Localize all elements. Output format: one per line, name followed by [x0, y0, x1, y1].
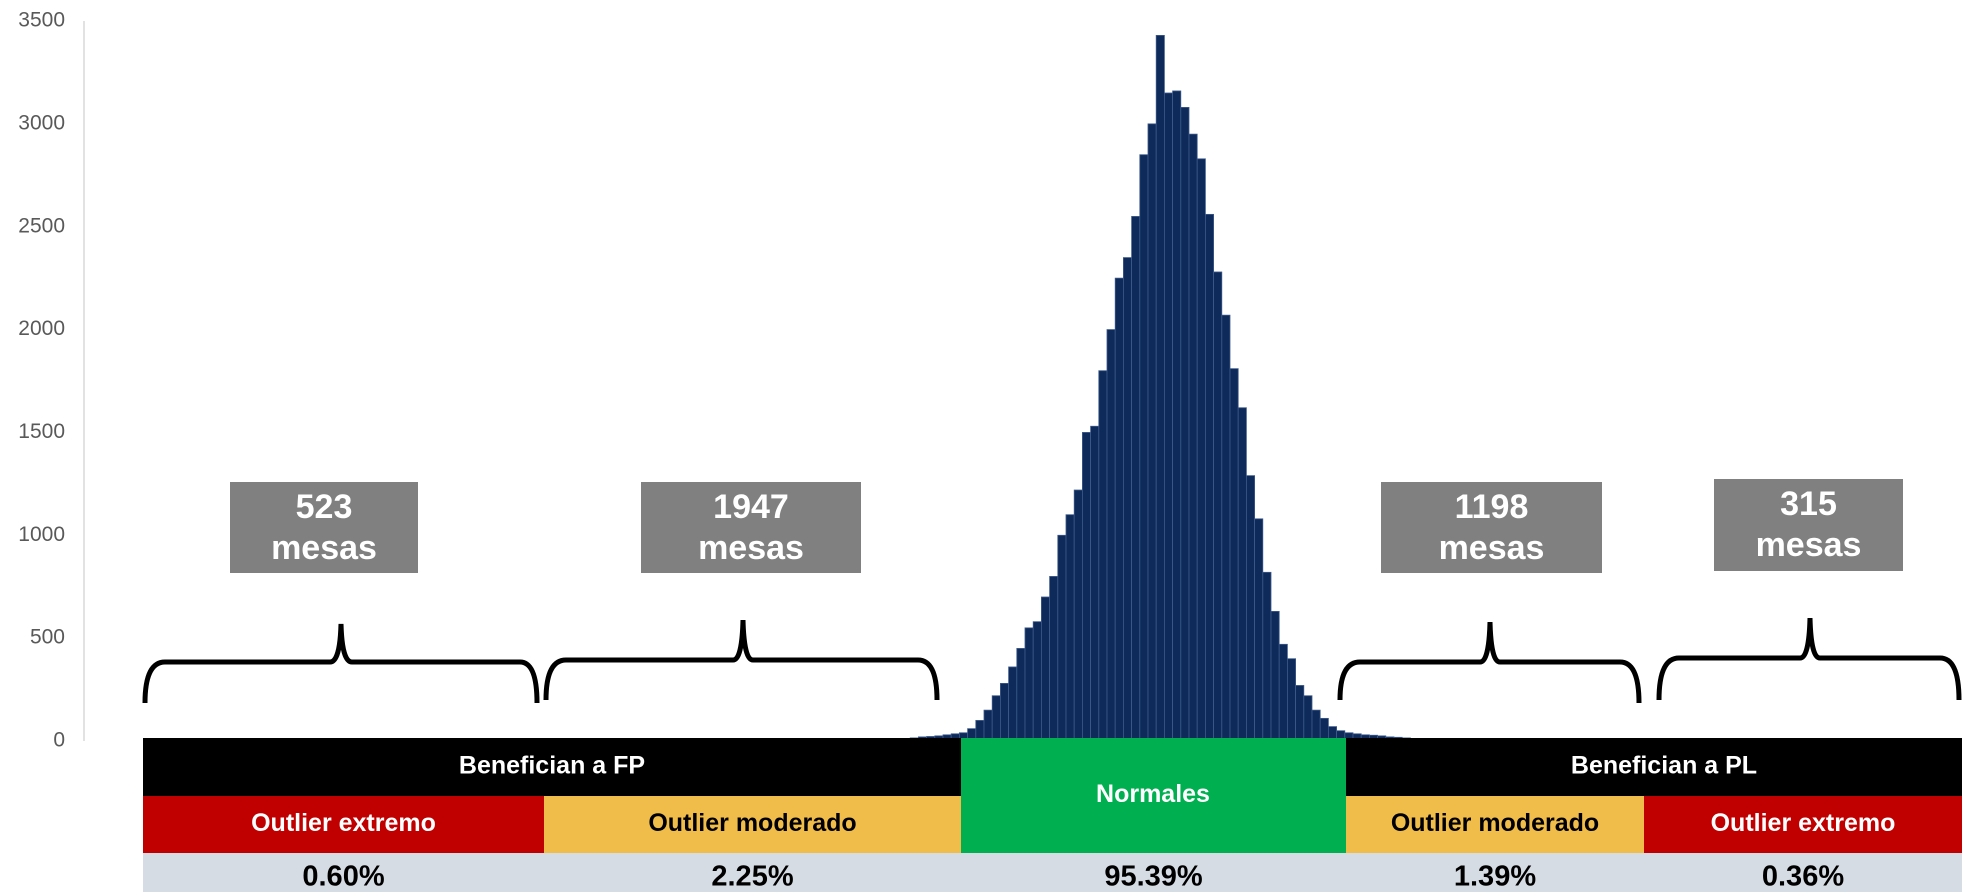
bar	[1254, 518, 1264, 742]
bar	[1049, 576, 1059, 742]
category-cell	[1644, 796, 1962, 853]
share-row	[143, 853, 1962, 892]
category-label: Outlier moderado	[1391, 809, 1599, 837]
bar	[1008, 666, 1018, 742]
y-tick-label: 3000	[18, 111, 65, 134]
bar	[1287, 658, 1297, 742]
y-tick-label: 2500	[18, 214, 65, 237]
bar	[1295, 685, 1305, 742]
annotation-text: 315	[1780, 485, 1837, 523]
brace	[1656, 617, 1962, 701]
bar	[991, 695, 1001, 742]
bar	[1172, 90, 1182, 742]
category-label: Outlier extremo	[1711, 809, 1896, 837]
brace	[1337, 621, 1642, 704]
bar	[1164, 92, 1174, 742]
bar	[1303, 695, 1313, 742]
y-tick-label: 3500	[18, 9, 65, 32]
annotation-box	[641, 482, 861, 573]
bar	[1106, 329, 1116, 742]
annotation-box	[1381, 482, 1602, 573]
y-tick-label: 0	[53, 729, 65, 752]
bar	[1057, 534, 1067, 742]
annotation-text: mesas	[1439, 529, 1545, 567]
category-cell	[143, 796, 544, 853]
bar	[1114, 277, 1124, 742]
annotation-text: 1947	[713, 488, 789, 526]
bar	[1311, 709, 1321, 742]
group-cell	[961, 738, 1346, 853]
share-label: 2.25%	[711, 861, 793, 892]
bar	[1098, 370, 1108, 742]
bar	[1131, 216, 1141, 742]
group-cell	[143, 738, 961, 796]
group-label: Normales	[1096, 780, 1210, 808]
annotation-box	[1714, 479, 1903, 571]
share-label: 95.39%	[1104, 861, 1203, 892]
annotation-text: mesas	[1756, 526, 1862, 564]
annotation-text: 1198	[1455, 488, 1529, 526]
group-label: Benefician a PL	[1571, 752, 1757, 780]
bar	[1032, 621, 1042, 742]
bar	[1082, 432, 1092, 742]
bar	[975, 720, 985, 742]
bar	[1024, 627, 1034, 742]
bar	[1065, 514, 1075, 742]
bar	[1123, 257, 1133, 742]
bar	[1180, 107, 1190, 742]
category-label: Outlier moderado	[648, 809, 856, 837]
annotation-text: mesas	[698, 529, 804, 567]
group-cell	[1346, 738, 1962, 796]
bar	[1319, 717, 1329, 742]
brace	[142, 623, 540, 704]
bar	[1139, 154, 1149, 742]
category-label: Outlier extremo	[251, 809, 436, 837]
bar	[1188, 133, 1198, 742]
share-label: 0.36%	[1762, 861, 1844, 892]
bar	[1213, 271, 1223, 742]
group-label: Benefician a FP	[459, 752, 645, 780]
bar	[1147, 123, 1157, 742]
bar	[1016, 648, 1026, 742]
bar	[1270, 611, 1280, 742]
share-label: 1.39%	[1454, 861, 1536, 892]
y-tick-label: 500	[30, 626, 65, 649]
y-tick-label: 1500	[18, 420, 65, 443]
category-cell	[544, 796, 961, 853]
y-tick-label: 2000	[18, 317, 65, 340]
bar	[1205, 213, 1215, 742]
bar	[1278, 643, 1288, 742]
share-label: 0.60%	[302, 861, 384, 892]
bar	[1041, 596, 1051, 742]
bar	[1237, 407, 1247, 742]
bar	[1073, 489, 1083, 742]
y-tick-label: 1000	[18, 523, 65, 546]
bar	[983, 709, 993, 742]
category-cell	[1346, 796, 1644, 853]
annotation-text: 523	[296, 488, 353, 526]
brace	[543, 619, 940, 701]
bar	[1155, 35, 1165, 742]
bar	[1262, 571, 1272, 742]
annotation-box	[230, 482, 418, 573]
annotation-text: mesas	[271, 529, 377, 567]
bar	[1000, 683, 1010, 742]
bar	[1246, 475, 1256, 742]
bar	[1229, 368, 1239, 742]
bar	[1196, 158, 1206, 742]
bar	[1221, 314, 1231, 742]
bar	[1090, 425, 1100, 742]
